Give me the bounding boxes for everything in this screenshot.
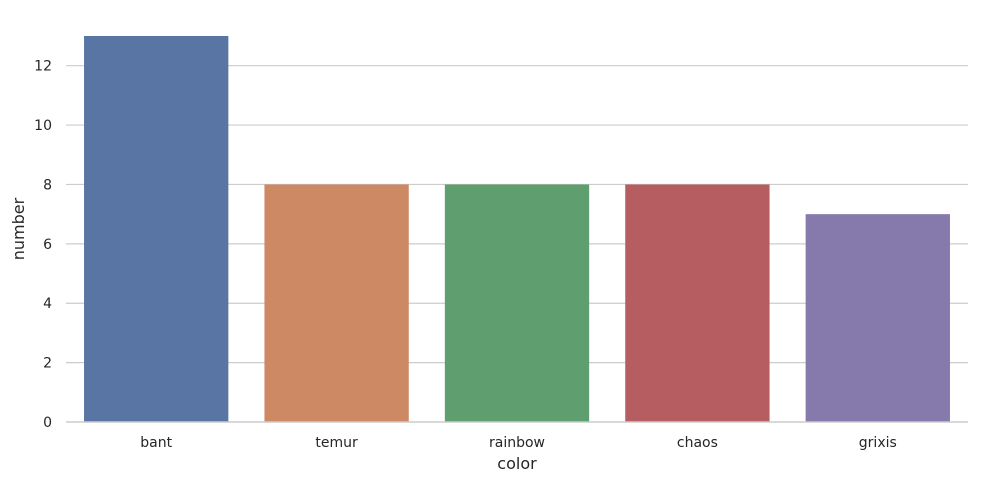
bar-grixis	[805, 214, 950, 422]
x-tick-label-bant: bant	[140, 435, 172, 451]
bar-bant	[84, 36, 229, 422]
bars	[84, 36, 950, 422]
y-tick-label: 4	[43, 296, 52, 312]
x-tick-label-temur: temur	[315, 435, 358, 451]
x-tick-label-grixis: grixis	[859, 435, 897, 451]
y-tick-label: 2	[43, 356, 52, 372]
y-tick-label: 12	[34, 59, 52, 75]
x-axis-label: color	[497, 454, 537, 473]
axes: 0 2 4 6 8 10 12 bant temur rainbow chaos grixis	[34, 59, 968, 451]
y-tick-label: 8	[43, 177, 52, 193]
y-tick-label: 6	[43, 237, 52, 253]
x-tick-label-rainbow: rainbow	[489, 435, 545, 451]
y-axis-label: number	[9, 197, 28, 260]
bar-temur	[264, 184, 409, 422]
y-tick-label: 10	[34, 118, 52, 134]
bar-rainbow	[444, 184, 590, 422]
bar-chaos	[625, 184, 770, 422]
y-tick-label: 0	[43, 415, 52, 431]
x-tick-label-chaos: chaos	[677, 435, 718, 451]
